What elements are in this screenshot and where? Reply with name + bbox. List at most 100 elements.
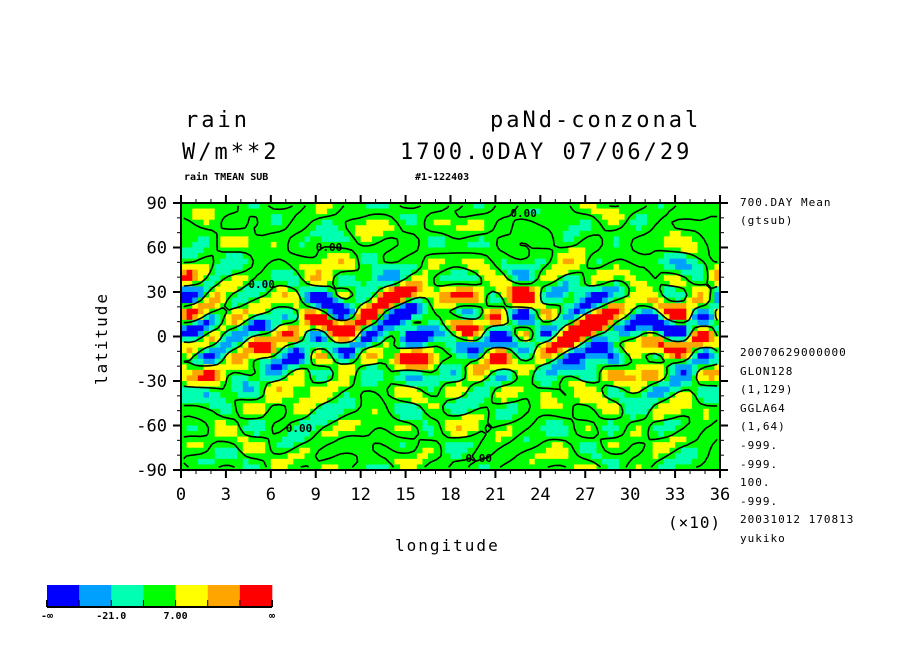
heatmap-cell	[495, 442, 502, 449]
heatmap-cell	[282, 241, 289, 248]
heatmap-cell	[478, 308, 485, 315]
heatmap-cell	[517, 464, 524, 471]
heatmap-cell	[405, 447, 412, 454]
heatmap-cell	[708, 414, 715, 421]
heatmap-cell	[602, 208, 609, 215]
heatmap-cell	[562, 230, 569, 237]
heatmap-cell	[708, 319, 715, 326]
heatmap-cell	[321, 225, 328, 232]
heatmap-cell	[433, 325, 440, 332]
heatmap-cell	[675, 241, 682, 248]
side-info-line: -999.	[740, 457, 779, 471]
heatmap-cell	[225, 264, 232, 271]
heatmap-cell	[282, 225, 289, 232]
heatmap-cell	[276, 292, 283, 298]
heatmap-cell	[444, 308, 451, 315]
heatmap-cell	[304, 353, 311, 360]
side-info-source: (gtsub)	[740, 214, 794, 227]
heatmap-cell	[472, 214, 479, 221]
heatmap-cell	[579, 241, 586, 248]
heatmap-cell	[310, 280, 317, 287]
heatmap-cell	[635, 436, 642, 443]
heatmap-cell	[495, 330, 502, 337]
heatmap-cell	[298, 303, 305, 310]
heatmap-cell	[326, 336, 333, 343]
heatmap-cell	[478, 264, 485, 271]
heatmap-cell	[557, 330, 564, 337]
heatmap-cell	[209, 425, 216, 432]
heatmap-cell	[461, 308, 468, 315]
heatmap-cell	[242, 342, 249, 349]
heatmap-cell	[647, 275, 654, 282]
heatmap-cell	[270, 241, 277, 248]
heatmap-cell	[383, 241, 390, 248]
heatmap-cell	[242, 431, 249, 438]
heatmap-cell	[298, 369, 305, 376]
heatmap-cell	[444, 297, 451, 304]
heatmap-cell	[326, 347, 333, 354]
heatmap-cell	[287, 208, 294, 215]
heatmap-cell	[708, 258, 715, 265]
heatmap-cell	[517, 325, 524, 332]
heatmap-cell	[585, 225, 592, 232]
heatmap-cell	[590, 347, 597, 354]
heatmap-cell	[484, 464, 491, 471]
heatmap-cell	[377, 447, 384, 454]
heatmap-cell	[338, 408, 345, 415]
heatmap-cell	[326, 453, 333, 460]
heatmap-cell	[231, 347, 238, 354]
heatmap-cell	[265, 280, 272, 287]
heatmap-cell	[343, 364, 350, 371]
heatmap-cell	[489, 386, 496, 393]
heatmap-cell	[602, 386, 609, 393]
heatmap-cell	[703, 280, 710, 287]
heatmap-cell	[590, 258, 597, 265]
heatmap-cell	[529, 208, 536, 215]
heatmap-cell	[293, 353, 300, 360]
heatmap-cell	[310, 358, 317, 365]
heatmap-cell	[680, 408, 687, 415]
heatmap-cell	[383, 253, 390, 260]
heatmap-cell	[428, 297, 435, 304]
heatmap-cell	[181, 225, 188, 232]
heatmap-cell	[641, 314, 648, 321]
heatmap-cell	[472, 241, 479, 248]
heatmap-cell	[181, 308, 188, 315]
heatmap-cell	[411, 436, 418, 443]
heatmap-cell	[596, 347, 603, 354]
heatmap-cell	[574, 275, 581, 282]
heatmap-cell	[248, 375, 255, 382]
heatmap-cell	[321, 297, 328, 304]
heatmap-cell	[568, 386, 575, 393]
heatmap-cell	[652, 408, 659, 415]
heatmap-cell	[574, 442, 581, 449]
heatmap-cell	[203, 375, 210, 382]
heatmap-cell	[613, 258, 620, 265]
heatmap-cell	[613, 386, 620, 393]
heatmap-cell	[557, 258, 564, 265]
heatmap-cell	[270, 458, 277, 465]
heatmap-cell	[203, 369, 210, 376]
heatmap-cell	[484, 458, 491, 465]
heatmap-cell	[186, 458, 193, 465]
heatmap-cell	[680, 241, 687, 248]
heatmap-cell	[203, 230, 210, 237]
heatmap-cell	[388, 464, 395, 471]
heatmap-cell	[214, 397, 221, 404]
heatmap-cell	[618, 203, 625, 209]
heatmap-cell	[686, 342, 693, 349]
heatmap-cell	[377, 230, 384, 237]
heatmap-cell	[630, 314, 637, 321]
heatmap-cell	[686, 258, 693, 265]
heatmap-cell	[501, 203, 508, 209]
heatmap-cell	[562, 258, 569, 265]
heatmap-cell	[456, 453, 463, 460]
heatmap-cell	[529, 347, 536, 354]
heatmap-cell	[186, 386, 193, 393]
heatmap-cell	[399, 303, 406, 310]
heatmap-cell	[517, 330, 524, 337]
heatmap-cell	[186, 414, 193, 421]
heatmap-cell	[680, 280, 687, 287]
heatmap-cell	[248, 342, 255, 349]
heatmap-cell	[360, 219, 367, 226]
